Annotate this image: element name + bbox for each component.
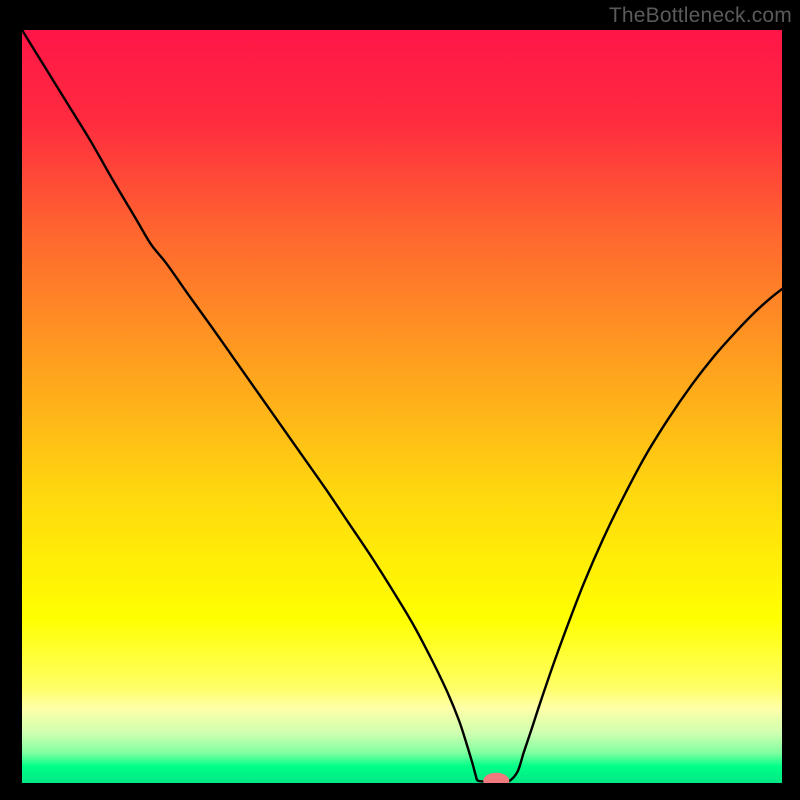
watermark-label: TheBottleneck.com	[609, 4, 792, 28]
plot-frame	[22, 30, 782, 783]
gradient-background	[22, 30, 782, 783]
bottleneck-curve-chart	[22, 30, 782, 783]
